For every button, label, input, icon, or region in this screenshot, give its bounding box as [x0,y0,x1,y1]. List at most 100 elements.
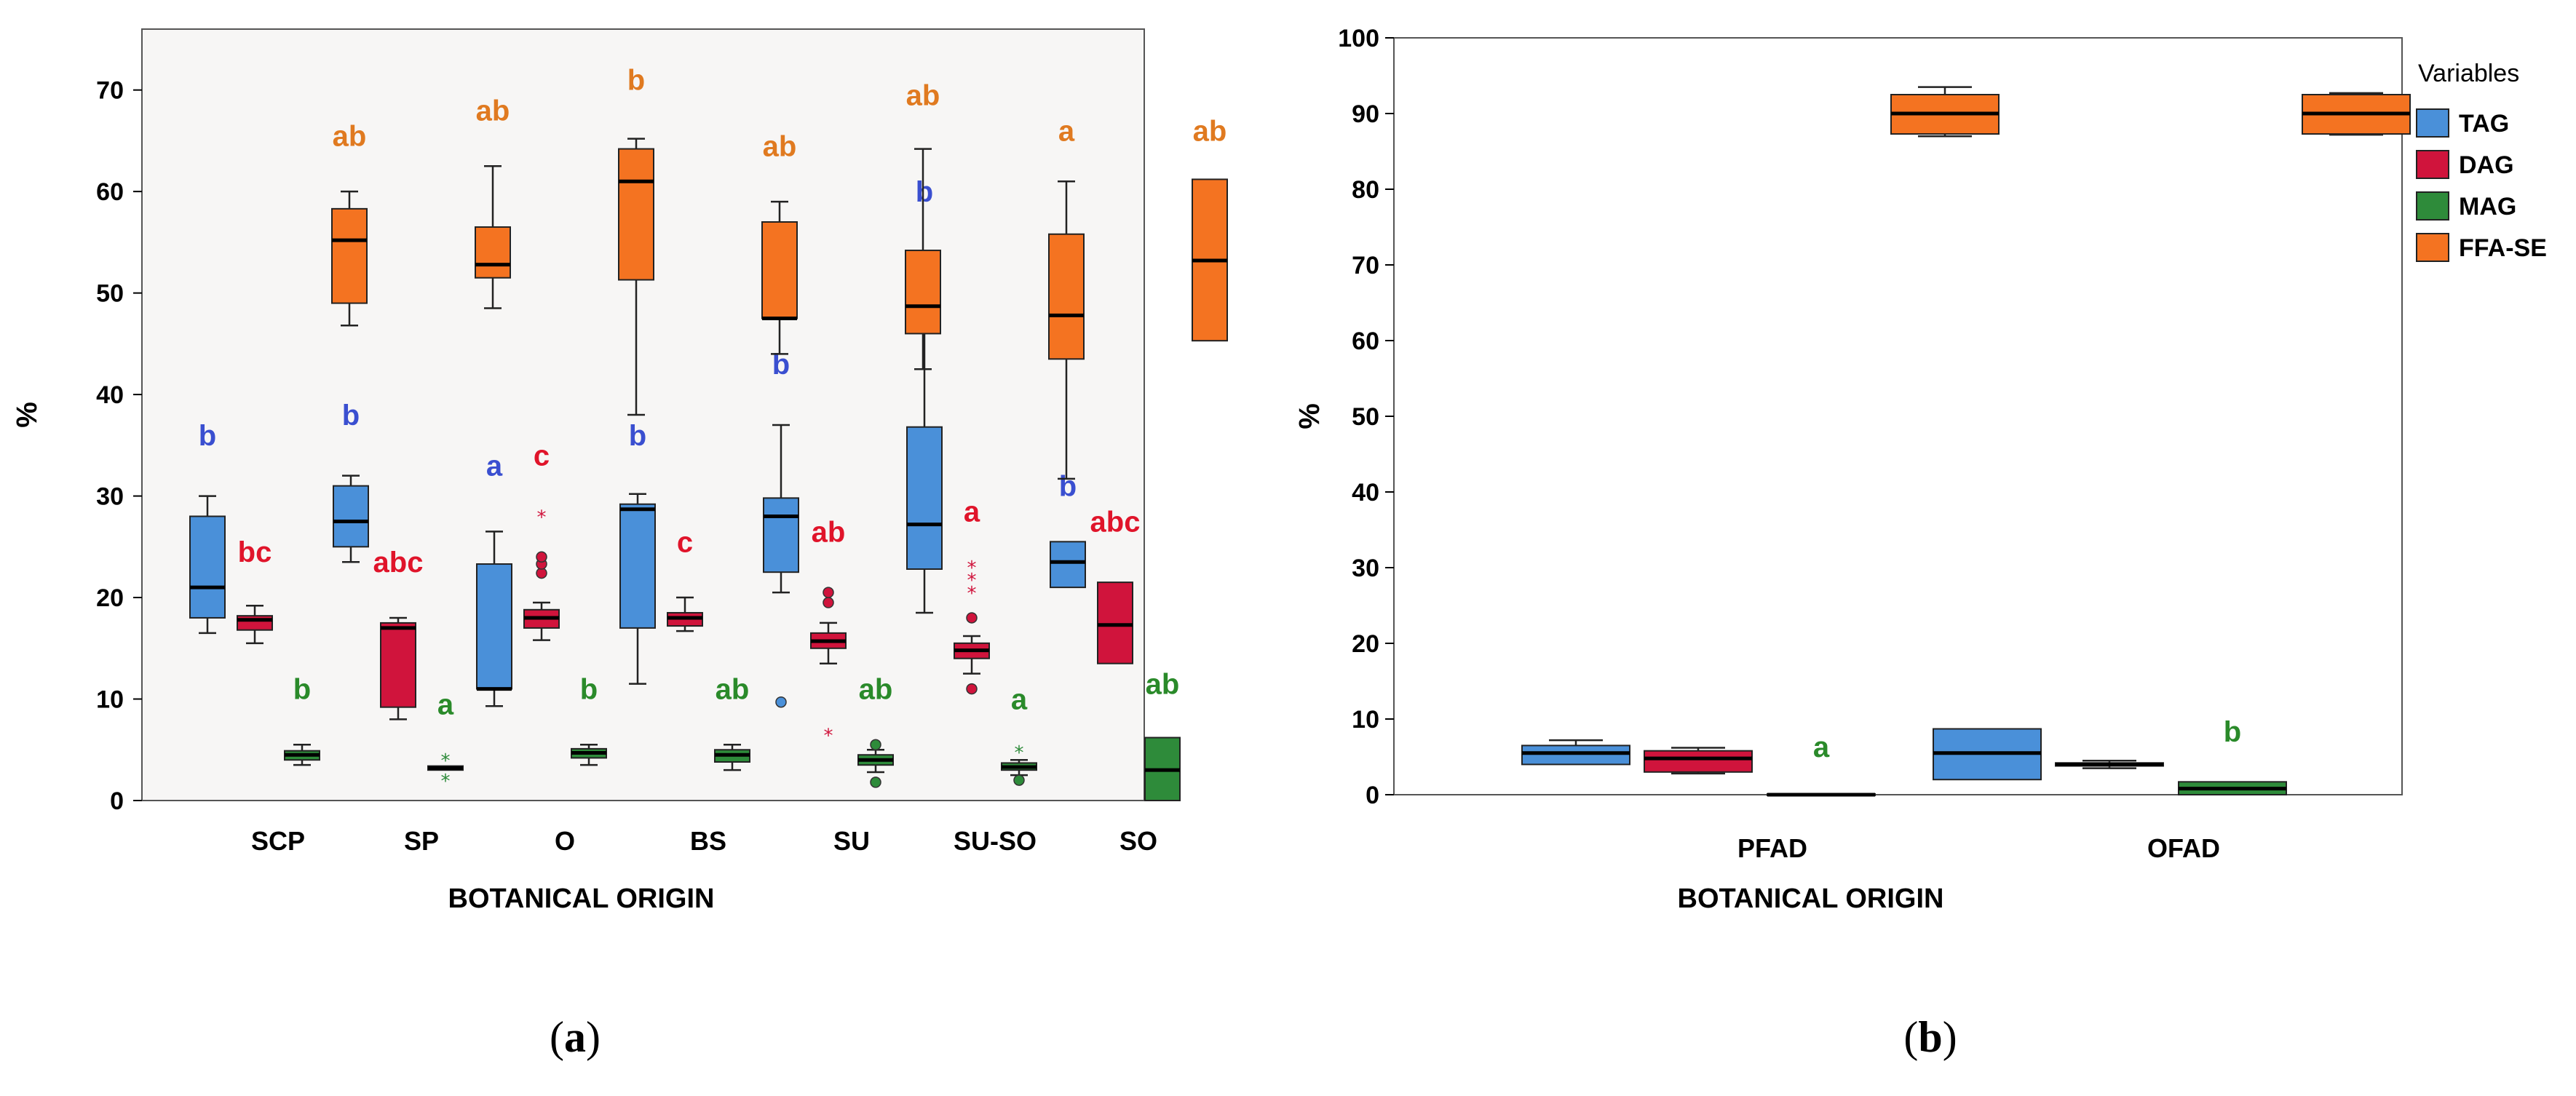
series-dag [1644,747,2164,775]
legend-label-mag: MAG [2459,193,2516,221]
legend-swatch-ffa-se [2416,233,2449,262]
outlier-circle [823,597,834,608]
outlier-star: * [967,570,977,592]
box-ffa-se [1048,233,1085,360]
significance-letter: c [677,526,693,558]
series-mag: b a b ab ab a ab** * [284,669,1181,801]
panel-label-close: ) [1943,1013,1957,1061]
outlier-star: * [967,557,977,579]
x-category-label: O [555,826,575,856]
legend-title: Variables [2418,60,2519,87]
significance-letter: ab [333,120,367,152]
outlier-circle [775,696,787,708]
x-category-label: SO [1119,826,1157,856]
box-dag [237,615,273,631]
box-ffa-se [905,250,941,335]
y-tick-label: 30 [1352,555,1379,582]
significance-letter: b [293,674,311,706]
significance-letter: b [580,674,598,706]
panel-label-open: ( [1903,1013,1918,1061]
box-tag [189,515,226,619]
box-dag [380,622,416,708]
box-tag [476,563,512,690]
legend-swatch-dag [2416,150,2449,179]
y-tick-label: 90 [1352,100,1379,128]
significance-letter: a [486,450,503,483]
plot-area [1393,37,2403,795]
x-category-label: SU-SO [954,826,1037,856]
legend-label-dag: DAG [2459,151,2514,179]
y-tick-label: 60 [1352,327,1379,355]
significance-letter: b [199,420,216,452]
significance-letter: bc [238,536,272,568]
legend-label-ffa-se: FFA-SE [2459,234,2547,262]
box-ffa-se [331,207,368,304]
panel-label: (a) [550,1013,601,1061]
significance-letter: b [342,400,360,432]
x-category-label: SP [404,826,439,856]
y-tick-label: 20 [1352,630,1379,658]
significance-letter: ab [859,674,893,706]
panel-label-open: ( [550,1013,564,1061]
y-tick-label: 20 [96,584,124,612]
significance-letter: a [437,688,454,720]
y-tick-label: 70 [1352,252,1379,279]
outlier-circle [966,683,978,695]
outlier-star: * [967,583,977,605]
outlier-star: * [537,507,547,528]
x-category-label: SU [833,826,870,856]
significance-letter: a [964,496,980,528]
outlier-star: * [824,725,833,747]
outlier-circle [1013,774,1025,786]
significance-letter: a [1813,731,1830,763]
y-tick-label: 0 [1366,782,1379,809]
significance-letter: b [2224,716,2241,748]
significance-letter: b [916,176,933,208]
x-axis-title: BOTANICAL ORIGIN [1678,883,1944,914]
y-tick-label: 60 [96,178,124,206]
series-tag [1521,728,2042,781]
y-tick-label: 50 [1352,403,1379,431]
panel-label-letter: a [564,1013,586,1061]
box-tag [619,503,656,629]
significance-letter: ab [1146,669,1180,701]
y-axis-title: % [1293,403,1325,429]
series-ffa-se [1890,86,2411,138]
x-category-label: OFAD [2147,833,2220,863]
x-category-label: SCP [251,826,305,856]
outlier-star: * [441,771,451,793]
chart-b: 0 10 20 30 40 50 60 70 80 90 100% BOTANICAL ORIGIN (… [1293,25,2547,1061]
box-ffa-se [475,226,511,279]
legend-swatch-tag [2416,108,2449,138]
panel-label-letter: b [1918,1013,1942,1061]
legend-label-tag: TAG [2459,110,2509,138]
significance-letter: c [534,440,550,472]
significance-letter: a [1011,683,1028,715]
y-tick-label: 70 [96,77,124,105]
box-tag [333,485,369,548]
panel-label-close: ) [586,1013,601,1061]
outlier-circle [966,612,978,624]
significance-letter: b [1059,471,1077,503]
significance-letter: ab [763,130,797,162]
x-axis-title: BOTANICAL ORIGIN [448,883,715,914]
outlier-circle [870,739,881,751]
box-ffa-se [618,148,654,281]
significance-letter: ab [716,674,750,706]
significance-letter: abc [1090,506,1141,538]
box-dag [1097,581,1133,664]
significance-letter: b [627,65,645,97]
y-tick-label: 100 [1338,25,1379,52]
y-tick-label: 30 [96,483,124,511]
significance-letter: abc [373,547,424,579]
box-tag [763,497,799,573]
box-tag [1521,744,1630,766]
outlier-circle [823,587,834,598]
y-tick-label: 80 [1352,176,1379,204]
significance-letter: b [629,420,646,452]
